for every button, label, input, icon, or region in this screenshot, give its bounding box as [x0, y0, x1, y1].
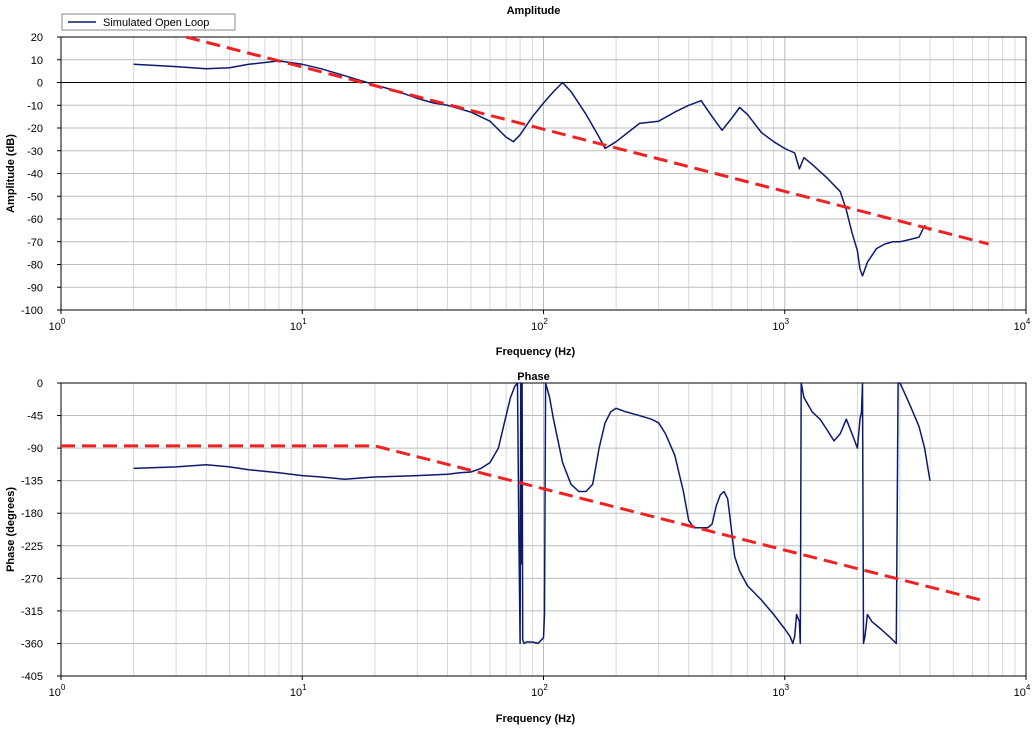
phase-chart: 0 -45 -90 -135 -180 -225 -270 -315 -360 -405 100 10…	[5, 371, 1031, 725]
amplitude-ytick-label: 0	[37, 78, 43, 90]
phase-xtick-label: 100	[49, 683, 66, 699]
phase-ytick-label: 0	[37, 378, 43, 390]
amplitude-asymptote-line	[185, 36, 989, 246]
phase-ytick-label: -405	[21, 671, 43, 683]
amplitude-ytick-label: 20	[31, 32, 43, 44]
phase-ylabel: Phase (degrees)	[5, 487, 17, 572]
amplitude-ytick-label: -30	[27, 146, 43, 158]
legend: Simulated Open Loop	[61, 13, 236, 31]
phase-xlabel: Frequency (Hz)	[496, 713, 576, 725]
amplitude-xlabel: Frequency (Hz)	[496, 346, 576, 358]
phase-ytick-label: -135	[21, 476, 43, 488]
amplitude-title: Amplitude	[507, 5, 561, 17]
amplitude-ytick-label: -40	[27, 169, 43, 181]
phase-title: Phase	[517, 371, 549, 383]
phase-ytick-label: -315	[21, 606, 43, 618]
phase-xtick-label: 102	[531, 683, 548, 699]
amplitude-xtick-label: 101	[290, 317, 307, 333]
phase-xtick-label: 101	[290, 683, 307, 699]
legend-box	[61, 13, 236, 31]
amplitude-ytick-label: -20	[27, 123, 43, 135]
legend-label: Simulated Open Loop	[103, 17, 209, 29]
phase-ytick-label: -180	[21, 508, 43, 520]
phase-ytick-label: -270	[21, 573, 43, 585]
amplitude-ytick-label: -100	[21, 305, 43, 317]
amplitude-ylabel: Amplitude (dB)	[5, 134, 17, 213]
amplitude-xtick-label: 100	[49, 317, 66, 333]
phase-ytick-label: -225	[21, 541, 43, 553]
phase-series-line	[133, 382, 931, 645]
amplitude-ytick-label: -60	[27, 214, 43, 226]
phase-ytick-label: -90	[27, 443, 43, 455]
phase-xtick-label: 103	[772, 683, 789, 699]
amplitude-ytick-label: -10	[27, 100, 43, 112]
amplitude-xtick-label: 102	[531, 317, 548, 333]
amplitude-ytick-label: -80	[27, 260, 43, 272]
phase-ytick-label: -360	[21, 638, 43, 650]
phase-xtick-label: 104	[1014, 683, 1031, 699]
amplitude-xtick-label: 103	[772, 317, 789, 333]
amplitude-ytick-label: 10	[31, 55, 43, 67]
amplitude-ytick-label: -90	[27, 282, 43, 294]
amplitude-ytick-label: -70	[27, 237, 43, 249]
amplitude-xtick-label: 104	[1014, 317, 1031, 333]
amplitude-ytick-label: -50	[27, 191, 43, 203]
phase-ytick-label: -45	[27, 411, 43, 423]
